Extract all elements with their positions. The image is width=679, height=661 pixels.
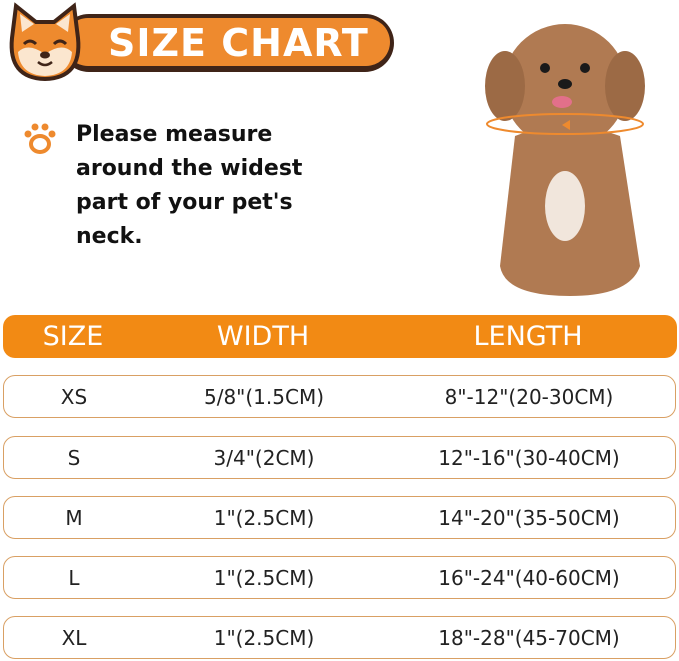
width-cell: 1"(2.5CM) [213, 505, 315, 530]
page-title: SIZE CHART [108, 21, 369, 65]
size-cell: L [68, 565, 80, 590]
table-row: S 3/4"(2CM) 12"-16"(30-40CM) [3, 436, 676, 479]
size-cell: M [65, 505, 83, 530]
paw-icon [24, 123, 56, 154]
table-row: XL 1"(2.5CM) 18"-28"(45-70CM) [3, 616, 676, 659]
column-header-length: LENGTH [473, 321, 583, 352]
length-cell: 16"-24"(40-60CM) [438, 565, 620, 590]
size-cell: S [67, 445, 81, 470]
table-header: SIZE WIDTH LENGTH [3, 315, 677, 358]
title-banner: SIZE CHART [60, 14, 394, 72]
width-cell: 1"(2.5CM) [213, 565, 315, 590]
measure-instruction: Please measure around the widest part of… [76, 122, 303, 249]
shiba-logo-icon [9, 2, 81, 82]
column-header-size: SIZE [42, 321, 104, 352]
size-cell: XS [60, 384, 88, 409]
table-row: XS 5/8"(1.5CM) 8"-12"(20-30CM) [3, 375, 676, 418]
table-row: L 1"(2.5CM) 16"-24"(40-60CM) [3, 556, 676, 599]
dog-photo [485, 24, 645, 296]
length-cell: 14"-20"(35-50CM) [438, 505, 620, 530]
table-row: M 1"(2.5CM) 14"-20"(35-50CM) [3, 496, 676, 539]
length-cell: 8"-12"(20-30CM) [444, 384, 614, 409]
length-cell: 12"-16"(30-40CM) [438, 445, 620, 470]
width-cell: 5/8"(1.5CM) [203, 384, 325, 409]
size-cell: XL [61, 625, 87, 650]
length-cell: 18"-28"(45-70CM) [438, 625, 620, 650]
column-header-width: WIDTH [216, 321, 310, 352]
width-cell: 1"(2.5CM) [213, 625, 315, 650]
width-cell: 3/4"(2CM) [213, 445, 315, 470]
